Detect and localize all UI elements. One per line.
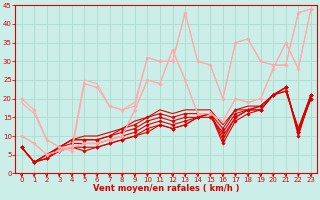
X-axis label: Vent moyen/en rafales ( km/h ): Vent moyen/en rafales ( km/h ) xyxy=(93,184,239,193)
